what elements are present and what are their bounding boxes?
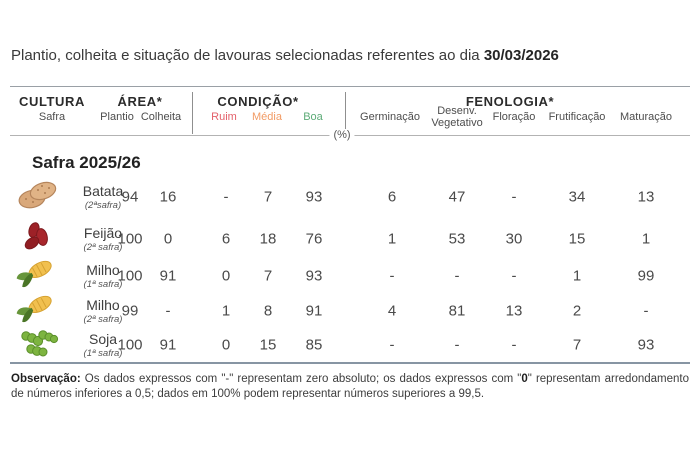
value-ruim: 1	[221, 302, 231, 320]
column-header-maturacao: Maturação	[620, 111, 672, 123]
header-divider-condicao-fenologia	[345, 92, 346, 134]
value-desenv: -	[454, 336, 460, 354]
column-group-fenologia: FENOLOGIA*	[465, 94, 555, 109]
column-header-safra: Safra	[38, 111, 66, 123]
value-desenv: 81	[448, 302, 466, 320]
value-frutificacao: 2	[572, 302, 582, 320]
footnote-label: Observação:	[11, 373, 81, 385]
value-media: 18	[259, 230, 277, 248]
value-desenv: 53	[448, 230, 466, 248]
footnote-bold-zero: 0	[521, 373, 528, 385]
value-floracao: 30	[505, 230, 523, 248]
value-plantio: 100	[117, 336, 143, 354]
column-header-media: Média	[252, 111, 282, 123]
percent-unit-label: (%)	[329, 129, 355, 141]
value-maturacao: 13	[637, 188, 655, 206]
section-title-safra: Safra 2025/26	[32, 153, 141, 172]
value-frutificacao: 15	[568, 230, 586, 248]
potato-icon	[16, 178, 60, 216]
value-maturacao: 93	[637, 336, 655, 354]
page-title: Plantio, colheita e situação de lavouras…	[11, 47, 559, 64]
column-group-condicao: CONDIÇÃO*	[217, 94, 299, 109]
value-ruim: 0	[221, 336, 231, 354]
crop-label: Soja (1ª safra)	[83, 331, 123, 359]
value-media: 7	[263, 267, 273, 285]
footnote: Observação: Os dados expressos com "-" r…	[11, 373, 689, 400]
column-header-ruim: Ruim	[211, 111, 237, 123]
column-header-colheita: Colheita	[140, 111, 182, 123]
crop-label: Milho (1ª safra)	[83, 262, 123, 290]
value-colheita: 0	[163, 230, 173, 248]
value-colheita: 91	[159, 267, 177, 285]
value-colheita: 91	[159, 336, 177, 354]
column-header-boa: Boa	[303, 111, 323, 123]
value-germinacao: -	[389, 267, 395, 285]
column-header-germinacao: Germinação	[360, 111, 420, 123]
value-maturacao: 1	[641, 230, 651, 248]
value-germinacao: 6	[387, 188, 397, 206]
value-media: 8	[263, 302, 273, 320]
value-plantio: 94	[121, 188, 139, 206]
value-frutificacao: 1	[572, 267, 582, 285]
value-plantio: 100	[117, 230, 143, 248]
value-boa: 85	[305, 336, 323, 354]
value-ruim: 0	[221, 267, 231, 285]
value-germinacao: -	[389, 336, 395, 354]
value-frutificacao: 7	[572, 336, 582, 354]
value-ruim: -	[223, 188, 229, 206]
column-group-area: ÁREA*	[117, 94, 163, 109]
value-boa: 93	[305, 188, 323, 206]
value-ruim: 6	[221, 230, 231, 248]
value-frutificacao: 34	[568, 188, 586, 206]
value-maturacao: 99	[637, 267, 655, 285]
crop-label: Batata (2ªsafra)	[82, 183, 124, 211]
value-boa: 93	[305, 267, 323, 285]
beans-icon	[16, 220, 60, 258]
soy-icon	[16, 326, 60, 364]
report-date: 30/03/2026	[483, 47, 559, 64]
page-title-text: Plantio, colheita e situação de lavouras…	[11, 47, 484, 64]
column-header-frutificacao: Frutificação	[548, 111, 606, 123]
crop-label: Milho (2ª safra)	[83, 297, 123, 325]
value-germinacao: 1	[387, 230, 397, 248]
value-colheita: -	[165, 302, 171, 320]
value-germinacao: 4	[387, 302, 397, 320]
value-plantio: 100	[117, 267, 143, 285]
value-maturacao: -	[643, 302, 649, 320]
value-plantio: 99	[121, 302, 139, 320]
title-divider	[10, 86, 690, 87]
value-media: 7	[263, 188, 273, 206]
header-divider-area-condicao	[192, 92, 193, 134]
column-header-plantio: Plantio	[100, 111, 134, 123]
column-group-cultura: CULTURA	[18, 94, 86, 109]
corn-icon	[16, 257, 60, 295]
value-floracao: -	[511, 336, 517, 354]
column-header-desenv-vegetativo: Desenv. Vegetativo	[431, 105, 483, 129]
value-floracao: 13	[505, 302, 523, 320]
column-header-floracao: Floração	[492, 111, 536, 123]
value-media: 15	[259, 336, 277, 354]
value-floracao: -	[511, 267, 517, 285]
value-floracao: -	[511, 188, 517, 206]
crop-label: Feijão (2ª safra)	[83, 225, 123, 253]
value-boa: 76	[305, 230, 323, 248]
value-desenv: -	[454, 267, 460, 285]
value-desenv: 47	[448, 188, 466, 206]
value-boa: 91	[305, 302, 323, 320]
value-colheita: 16	[159, 188, 177, 206]
corn-icon	[16, 292, 60, 330]
table-bottom-divider	[10, 362, 690, 364]
